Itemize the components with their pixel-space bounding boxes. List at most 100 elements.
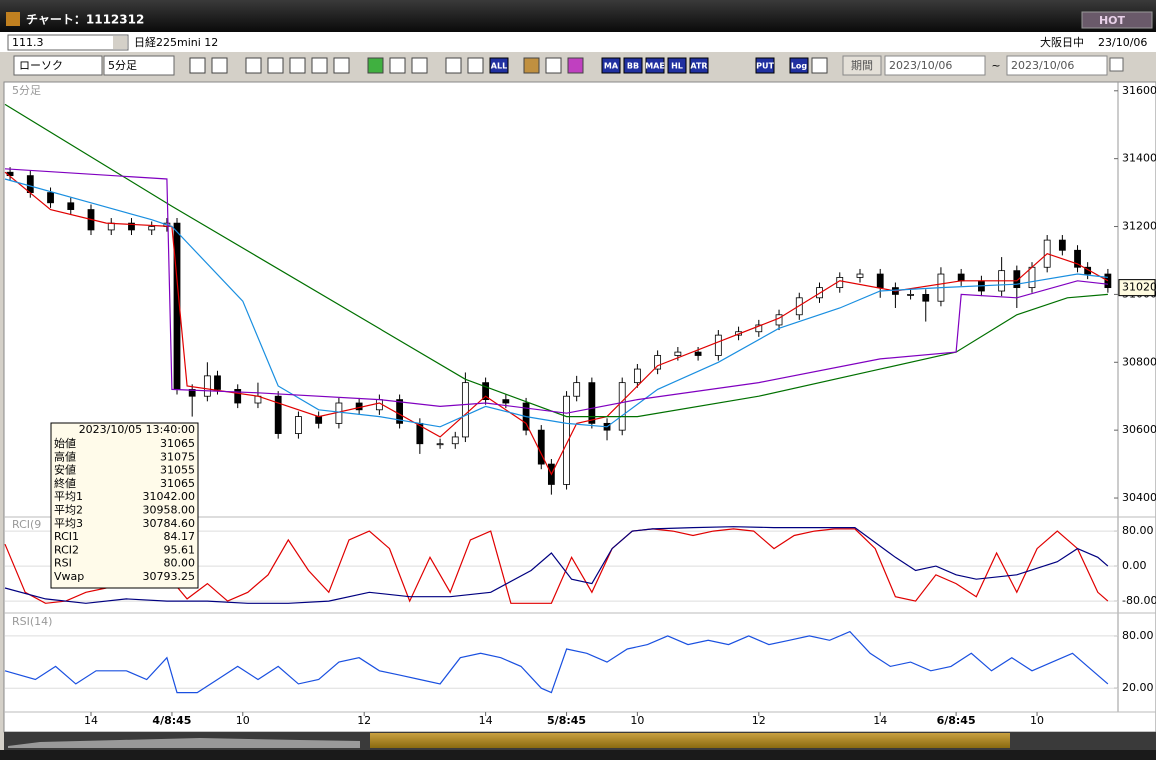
dropdown-arrow[interactable] <box>113 36 127 49</box>
candle-body <box>128 222 135 231</box>
info-label: 平均2 <box>54 504 83 517</box>
info-label: Vwap <box>54 570 84 583</box>
interval-select[interactable] <box>103 55 175 76</box>
hot-button[interactable] <box>1081 11 1153 29</box>
info-value: 31075 <box>160 450 195 463</box>
candle-body <box>295 416 302 434</box>
tool-icon[interactable] <box>567 57 584 74</box>
series-line <box>4 168 1108 414</box>
candle-body <box>1013 270 1021 289</box>
tool-icon[interactable] <box>311 57 328 74</box>
chart-type-select[interactable] <box>13 55 103 76</box>
tool-icon[interactable] <box>211 57 228 74</box>
series-line <box>4 103 1108 418</box>
tool-button[interactable] <box>789 57 809 74</box>
series-line <box>4 630 1109 694</box>
tool-button-label: MA <box>604 62 619 71</box>
candle-body <box>315 416 323 424</box>
x-tick-label: 14 <box>84 714 98 727</box>
series-line <box>4 526 1109 604</box>
info-value: 30958.00 <box>143 504 196 517</box>
tool-icon[interactable] <box>545 57 562 74</box>
to-input[interactable] <box>1006 55 1108 76</box>
candle-body <box>67 202 75 210</box>
tool-icon[interactable] <box>333 57 350 74</box>
tool-icon[interactable] <box>467 57 484 74</box>
from-date: 2023/10/06 <box>889 59 952 72</box>
hot-label: HOT <box>1099 14 1126 27</box>
candle-body <box>482 382 490 401</box>
app-icon <box>6 12 20 26</box>
y-tick-label: 80.00 <box>1122 629 1154 642</box>
status-bar <box>0 750 1156 760</box>
candle-body <box>694 351 702 356</box>
tool-button[interactable] <box>645 57 665 74</box>
tool-icon[interactable] <box>189 57 206 74</box>
y-tick-label: 0.00 <box>1122 559 1147 572</box>
tool-icon[interactable] <box>411 57 428 74</box>
panel-label: 5分足 <box>12 84 41 97</box>
x-tick-label: 10 <box>1030 714 1044 727</box>
y-tick-label: 30800 <box>1122 355 1156 368</box>
series-line <box>4 178 1108 428</box>
tool-icon[interactable] <box>445 57 462 74</box>
candle-body <box>755 324 763 333</box>
tool-button[interactable] <box>489 57 509 74</box>
tool-icon[interactable] <box>245 57 262 74</box>
candle-body <box>563 395 570 485</box>
tool-icon[interactable] <box>267 57 284 74</box>
candle-body <box>618 382 626 431</box>
tool-button[interactable] <box>623 57 643 74</box>
info-label: 平均1 <box>54 490 83 503</box>
info-label: 高値 <box>54 449 76 463</box>
info-label: RCI1 <box>54 530 79 543</box>
toolbar-buttons: ALL MA BB MAE HL ATR PUT Log <box>489 57 809 74</box>
code-input[interactable] <box>7 34 129 51</box>
tool-icon[interactable] <box>367 57 384 74</box>
chart-area <box>3 81 1156 733</box>
checkbox[interactable] <box>1109 57 1124 72</box>
tool-button[interactable] <box>667 57 687 74</box>
last-price: 31020 <box>1122 281 1156 294</box>
tool-button[interactable] <box>755 57 775 74</box>
candle-body <box>588 382 596 424</box>
info-label: RCI2 <box>54 543 79 556</box>
candle-body <box>203 375 211 397</box>
tool-icon[interactable] <box>523 57 540 74</box>
tool-button-label: ATR <box>690 62 707 71</box>
tool-icon[interactable] <box>811 57 828 74</box>
code: 111.3 <box>12 36 44 49</box>
candle-body <box>1058 239 1066 251</box>
candle-body <box>876 273 884 289</box>
x-tick-label: 12 <box>752 714 766 727</box>
candle-body <box>1104 273 1112 289</box>
tool-icons <box>189 57 828 74</box>
tool-button-label: PUT <box>756 62 774 71</box>
tool-button[interactable] <box>601 57 621 74</box>
y-tick-label: 30600 <box>1122 423 1156 436</box>
info-value: 95.61 <box>164 543 196 556</box>
range-sep: ~ <box>991 59 1000 72</box>
candle-body <box>396 399 404 424</box>
period-button[interactable] <box>842 55 882 76</box>
info-value: 31042.00 <box>143 490 196 503</box>
tool-icon[interactable] <box>289 57 306 74</box>
window-title: チャート：1112312 <box>26 13 144 27</box>
info-value: 31065 <box>160 477 195 490</box>
candle-body <box>214 375 221 390</box>
x-tick-label: 10 <box>236 714 250 727</box>
scroll-thumb[interactable] <box>370 733 1010 748</box>
info-value: 31055 <box>160 464 195 477</box>
from-input[interactable] <box>884 55 986 76</box>
symbol-bar <box>0 32 1156 52</box>
tool-button[interactable] <box>689 57 709 74</box>
x-tick-label: 12 <box>357 714 371 727</box>
candle-body <box>47 192 54 204</box>
y-tick-label: 80.00 <box>1122 524 1154 537</box>
candle-body <box>188 389 196 397</box>
tool-button-label: Log <box>791 62 808 71</box>
tool-icon[interactable] <box>389 57 406 74</box>
tool-button-label: BB <box>627 62 639 71</box>
period: 期間 <box>851 59 873 72</box>
